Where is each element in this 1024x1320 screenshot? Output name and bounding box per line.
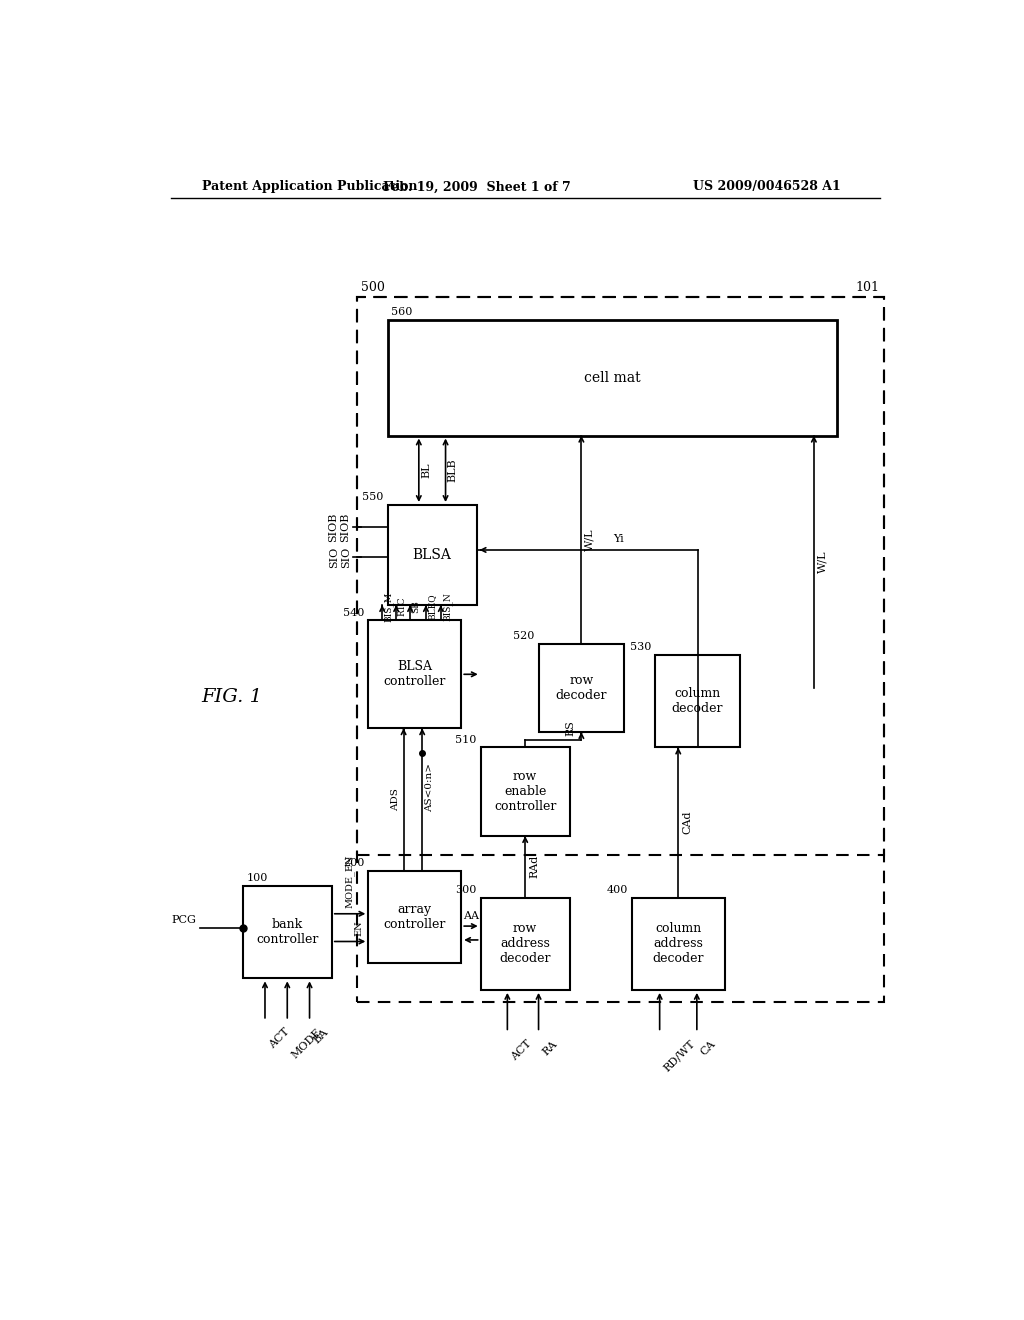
Text: Yi: Yi [612, 533, 624, 544]
Text: BA: BA [312, 1027, 331, 1045]
Text: 560: 560 [391, 308, 413, 317]
Bar [369, 871, 461, 964]
Text: RS: RS [565, 721, 575, 737]
Text: RA: RA [541, 1039, 559, 1057]
Text: RTC: RTC [397, 597, 407, 616]
Text: 510: 510 [456, 735, 477, 744]
Text: ACT: ACT [267, 1027, 291, 1051]
Text: BLB: BLB [447, 458, 458, 482]
Text: cell mat: cell mat [584, 371, 641, 385]
Bar [356, 297, 884, 1002]
Text: SIOB: SIOB [329, 512, 338, 541]
Text: 400: 400 [606, 884, 628, 895]
Text: 100: 100 [247, 874, 268, 883]
Text: ACT: ACT [510, 1039, 534, 1063]
Bar [655, 655, 740, 747]
Text: MODE_EN: MODE_EN [345, 855, 355, 908]
Bar [369, 620, 461, 729]
Text: column
decoder: column decoder [672, 688, 723, 715]
Text: BLSA
controller: BLSA controller [384, 660, 445, 688]
Text: 200: 200 [343, 858, 365, 869]
Text: bank
controller: bank controller [256, 919, 318, 946]
Text: 500: 500 [360, 281, 384, 294]
Text: AS<0:n>: AS<0:n> [425, 763, 434, 812]
Text: RD/WT: RD/WT [662, 1039, 697, 1073]
Text: array
controller: array controller [384, 903, 445, 931]
Text: column
address
decoder: column address decoder [652, 923, 705, 965]
Text: PCG: PCG [171, 915, 197, 925]
Bar [388, 504, 477, 605]
Text: EN: EN [355, 920, 364, 936]
Text: BLEQ: BLEQ [427, 593, 436, 620]
Text: BIS_N: BIS_N [442, 593, 452, 620]
Text: Feb. 19, 2009  Sheet 1 of 7: Feb. 19, 2009 Sheet 1 of 7 [383, 181, 570, 194]
Text: 540: 540 [343, 607, 365, 618]
Text: CAd: CAd [682, 810, 692, 834]
Bar [539, 644, 624, 733]
Text: row
address
decoder: row address decoder [500, 923, 551, 965]
Bar [243, 886, 332, 978]
Bar [388, 321, 838, 436]
Bar [632, 898, 725, 990]
Text: row
decoder: row decoder [556, 673, 607, 702]
Text: US 2009/0046528 A1: US 2009/0046528 A1 [693, 181, 841, 194]
Bar [480, 898, 569, 990]
Bar [480, 747, 569, 836]
Text: 530: 530 [630, 643, 651, 652]
Text: W/L: W/L [817, 550, 827, 573]
Text: 101: 101 [856, 281, 880, 294]
Text: Patent Application Publication: Patent Application Publication [202, 181, 417, 194]
Text: FIG. 1: FIG. 1 [202, 689, 262, 706]
Text: SB: SB [412, 601, 421, 612]
Text: SIOB: SIOB [340, 512, 350, 541]
Text: SIO: SIO [341, 546, 351, 568]
Text: BIS_M: BIS_M [384, 591, 393, 622]
Text: 550: 550 [362, 492, 384, 502]
Text: RAd: RAd [529, 855, 539, 878]
Bar [356, 297, 884, 855]
Text: row
enable
controller: row enable controller [494, 771, 556, 813]
Text: ADS: ADS [391, 788, 400, 810]
Text: 520: 520 [513, 631, 535, 640]
Text: W/L: W/L [585, 528, 595, 550]
Text: SIO: SIO [330, 546, 340, 568]
Text: CA: CA [699, 1039, 718, 1057]
Text: BLSA: BLSA [413, 548, 452, 562]
Text: 300: 300 [456, 884, 477, 895]
Text: AA: AA [463, 911, 479, 921]
Text: BL: BL [421, 462, 431, 478]
Text: MODE: MODE [290, 1027, 324, 1060]
